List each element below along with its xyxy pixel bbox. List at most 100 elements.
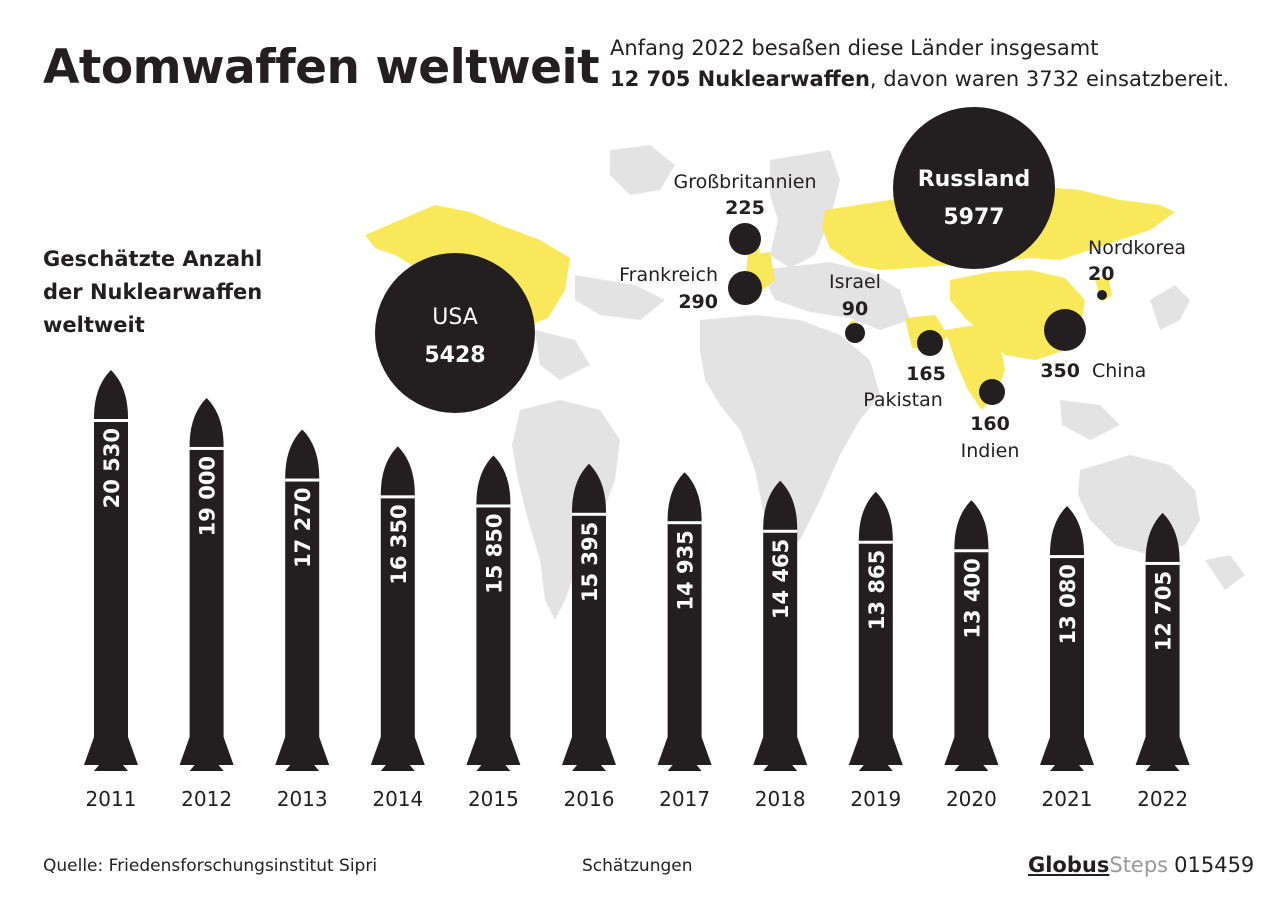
country-value-indien: 160 [970, 413, 1010, 435]
bubble-pakistan [917, 330, 943, 356]
missile-fins [370, 737, 425, 771]
year-tick-label: 2020 [946, 787, 997, 811]
country-name-usa: USA [432, 305, 478, 330]
bar-value-label: 16 350 [387, 504, 411, 584]
map-land-shape [610, 145, 675, 195]
bubble-frankreich [728, 271, 762, 305]
year-tick-label: 2011 [86, 787, 137, 811]
intro-text: Anfang 2022 besaßen diese Länder insgesa… [610, 33, 1229, 95]
missile-bar: 20 530 [84, 370, 138, 771]
bar-value-label: 20 530 [100, 428, 124, 508]
bubble-china [1044, 309, 1086, 351]
missile-fins [562, 737, 616, 771]
missile-fins [1135, 737, 1190, 771]
country-name-pakistan: Pakistan [863, 389, 943, 411]
country-name-indien: Indien [961, 440, 1020, 462]
missile-stripe [572, 512, 606, 516]
chart-subtitle: Geschätzte Anzahl der Nuklearwaffen welt… [43, 247, 263, 337]
missile-fins [753, 737, 808, 771]
bubble-israel [845, 323, 865, 343]
bar-value-label: 15 850 [482, 513, 506, 593]
missile-fins [944, 737, 999, 771]
missile-body [954, 500, 989, 745]
country-value-nordkorea: 20 [1088, 263, 1114, 285]
map-land-shape [575, 275, 665, 320]
missile-bar: 15 850 [466, 455, 521, 771]
bubble-großbritannien [729, 223, 761, 255]
missile-body [1050, 506, 1084, 745]
country-value-china: 350 [1040, 360, 1080, 382]
brand-steps: Steps [1109, 853, 1169, 877]
bar-value-label: 13 400 [960, 558, 984, 638]
missile-body [1145, 512, 1180, 745]
year-tick-label: 2018 [755, 787, 806, 811]
missile-body [380, 446, 415, 745]
bar-value-label: 17 270 [291, 488, 315, 568]
year-tick-label: 2022 [1137, 787, 1188, 811]
bar-value-label: 13 080 [1056, 564, 1080, 644]
missile-stripe [858, 540, 893, 544]
bar-value-label: 12 705 [1152, 571, 1176, 651]
map-land-shape [1078, 455, 1200, 555]
bubble-indien [979, 379, 1005, 405]
year-tick-label: 2016 [564, 787, 615, 811]
missile-body [285, 429, 320, 745]
source-note: Quelle: Friedensforschungsinstitut Sipri [43, 856, 378, 876]
missile-body [94, 370, 128, 745]
country-name-nordkorea: Nordkorea [1088, 237, 1186, 259]
bubble-russland [893, 107, 1055, 269]
missile-bar: 13 865 [848, 491, 903, 771]
map-land-shape [1150, 285, 1190, 330]
missile-stripe [667, 521, 702, 525]
missile-stripe [285, 478, 320, 482]
missile-body [572, 463, 606, 745]
map-labels: USA 5428 Russland 5977 Großbritannien 225 Fran… [375, 107, 1186, 462]
missile-stripe [189, 446, 224, 450]
missile-fins [275, 737, 330, 771]
missile-body [189, 397, 224, 745]
year-tick-label: 2019 [850, 787, 901, 811]
intro-rest: , davon waren 3732 einsatzbereit. [869, 67, 1230, 91]
map-land-shape [700, 315, 880, 550]
missile-stripe [1050, 555, 1084, 559]
missile-body [763, 480, 798, 745]
country-name-frankreich: Frankreich [619, 264, 718, 286]
bar-value-label: 14 465 [769, 539, 793, 619]
country-name-israel: Israel [829, 271, 881, 293]
missile-fins [179, 737, 234, 771]
missile-bar: 14 465 [753, 480, 808, 771]
year-tick-label: 2013 [277, 787, 328, 811]
year-tick-label: 2014 [372, 787, 423, 811]
missile-bar: 19 000 [179, 397, 234, 771]
country-value-großbritannien: 225 [725, 197, 765, 219]
country-value-israel: 90 [842, 298, 868, 320]
bubble-usa [375, 253, 535, 413]
missile-body [476, 455, 511, 745]
map-land-shape [1060, 400, 1120, 440]
year-tick-label: 2021 [1042, 787, 1093, 811]
estimate-note: Schätzungen [582, 856, 693, 876]
graphic-code: 015459 [1174, 853, 1255, 877]
map-land-shape [760, 262, 910, 330]
missile-bar: 17 270 [275, 429, 330, 771]
map-land-shape [1205, 555, 1245, 590]
country-name-großbritannien: Großbritannien [673, 171, 816, 193]
bar-value-label: 15 395 [578, 522, 602, 602]
missile-bar: 15 395 [562, 463, 616, 771]
missile-bar: 12 705 [1135, 512, 1190, 771]
year-tick-label: 2012 [181, 787, 232, 811]
missile-stripe [954, 549, 989, 553]
missile-stripe [763, 529, 798, 533]
missile-bars: 20 530 2011 19 000 2012 17 270 2013 16 350 2014… [84, 370, 1190, 811]
map-land-shape [535, 330, 590, 380]
missile-stripe [476, 504, 511, 508]
intro-total: 12 705 Nuklearwaffen [610, 67, 870, 91]
bar-value-label: 14 935 [674, 530, 698, 610]
missile-bar: 13 080 [1040, 506, 1094, 771]
missile-fins [84, 737, 138, 771]
bar-value-label: 13 865 [865, 550, 889, 630]
missile-fins [657, 737, 712, 771]
country-value-russland: 5977 [943, 205, 1004, 230]
country-value-pakistan: 165 [906, 363, 946, 385]
